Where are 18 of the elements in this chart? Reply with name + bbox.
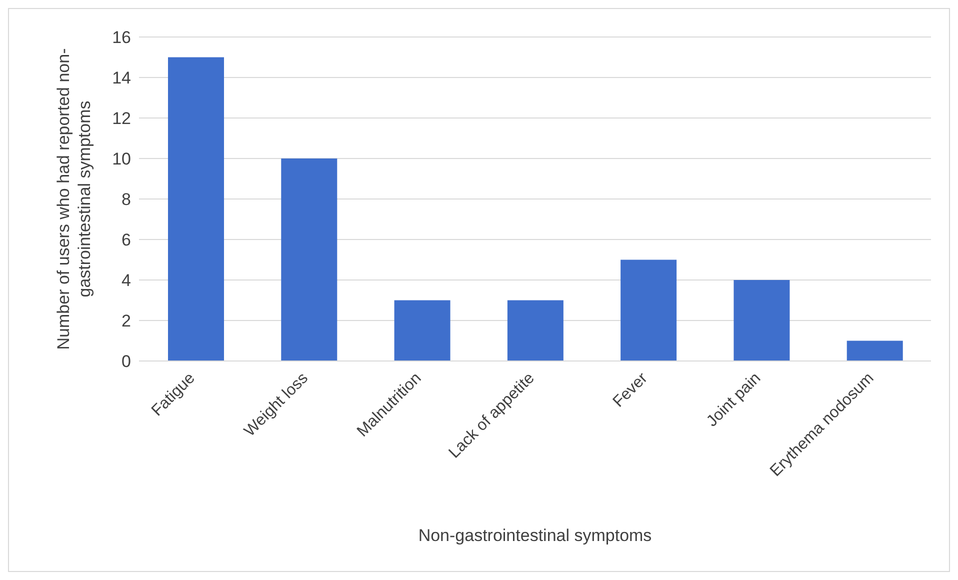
- bar: [507, 300, 564, 361]
- y-tick-label: 12: [112, 109, 131, 128]
- bar: [168, 57, 224, 361]
- y-tick-label: 10: [112, 150, 131, 169]
- y-tick-label: 8: [122, 190, 131, 210]
- y-tick-label: 16: [112, 28, 131, 48]
- y-tick-label: 0: [122, 352, 131, 372]
- bar: [281, 158, 338, 361]
- bar: [620, 260, 677, 361]
- x-axis-title: Non-gastrointestinal symptoms: [418, 526, 652, 545]
- bar: [394, 300, 450, 361]
- y-tick-label: 2: [122, 312, 131, 331]
- bar: [734, 280, 790, 361]
- y-tick-label: 4: [122, 271, 131, 290]
- y-axis-title: Number of users who had reported non-gastrointestinal symptoms: [54, 48, 94, 350]
- bar: [846, 340, 903, 361]
- y-tick-label: 14: [112, 68, 131, 88]
- y-tick-label: 6: [122, 230, 131, 250]
